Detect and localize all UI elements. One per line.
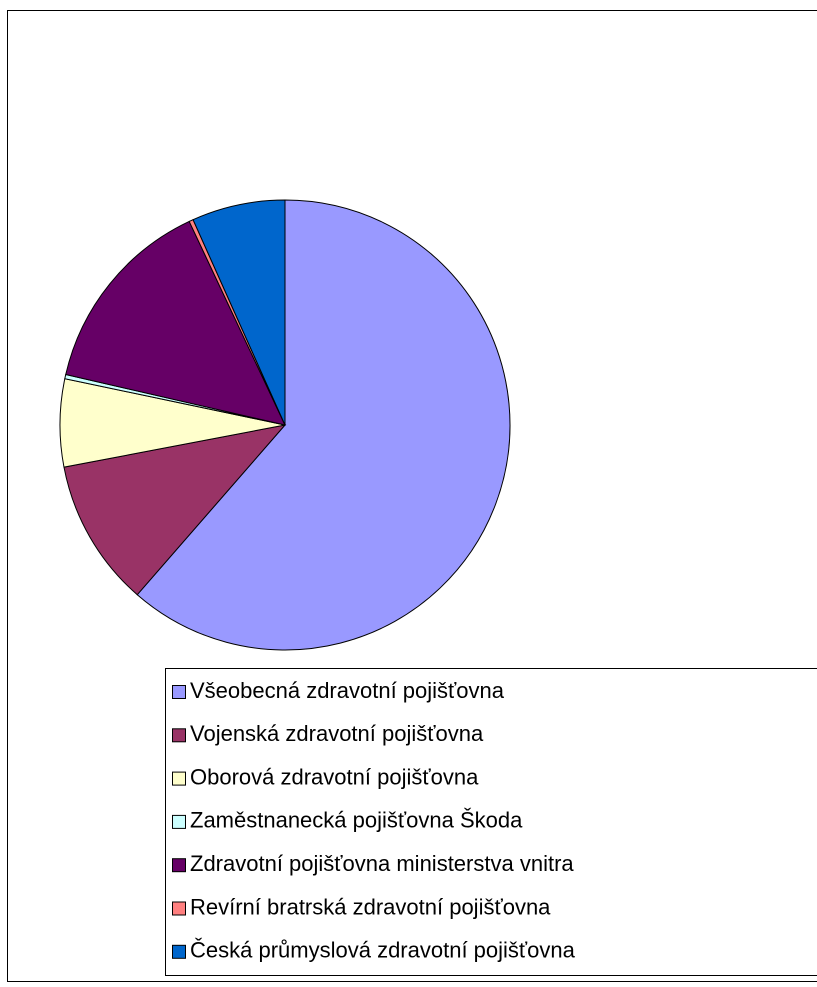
legend-swatch [172,944,186,959]
legend-label: Zdravotní pojišťovna ministerstva vnitra [190,851,574,876]
pie-slice [63,424,287,596]
legend-swatch [172,814,186,829]
legend-swatch [172,728,186,743]
legend-box [165,668,817,976]
legend-swatch [172,685,186,699]
legend-label: Vojenská zdravotní pojišťovna [190,721,484,746]
legend-label: Oborová zdravotní pojišťovna [190,764,479,789]
legend-swatch [172,901,186,916]
legend-swatch [172,771,186,786]
pie-slice [192,199,286,426]
legend-label: Zaměstnanecká pojišťovna Škoda [190,808,523,833]
legend-label: Česká průmyslová zdravotní pojišťovna [190,938,576,963]
legend-swatch [172,858,186,873]
pie-slice [65,220,286,426]
pie-slice [136,199,511,651]
legend-label: Revírní bratrská zdravotní pojišťovna [190,894,551,919]
legend-label: Všeobecná zdravotní pojišťovna [190,678,505,703]
